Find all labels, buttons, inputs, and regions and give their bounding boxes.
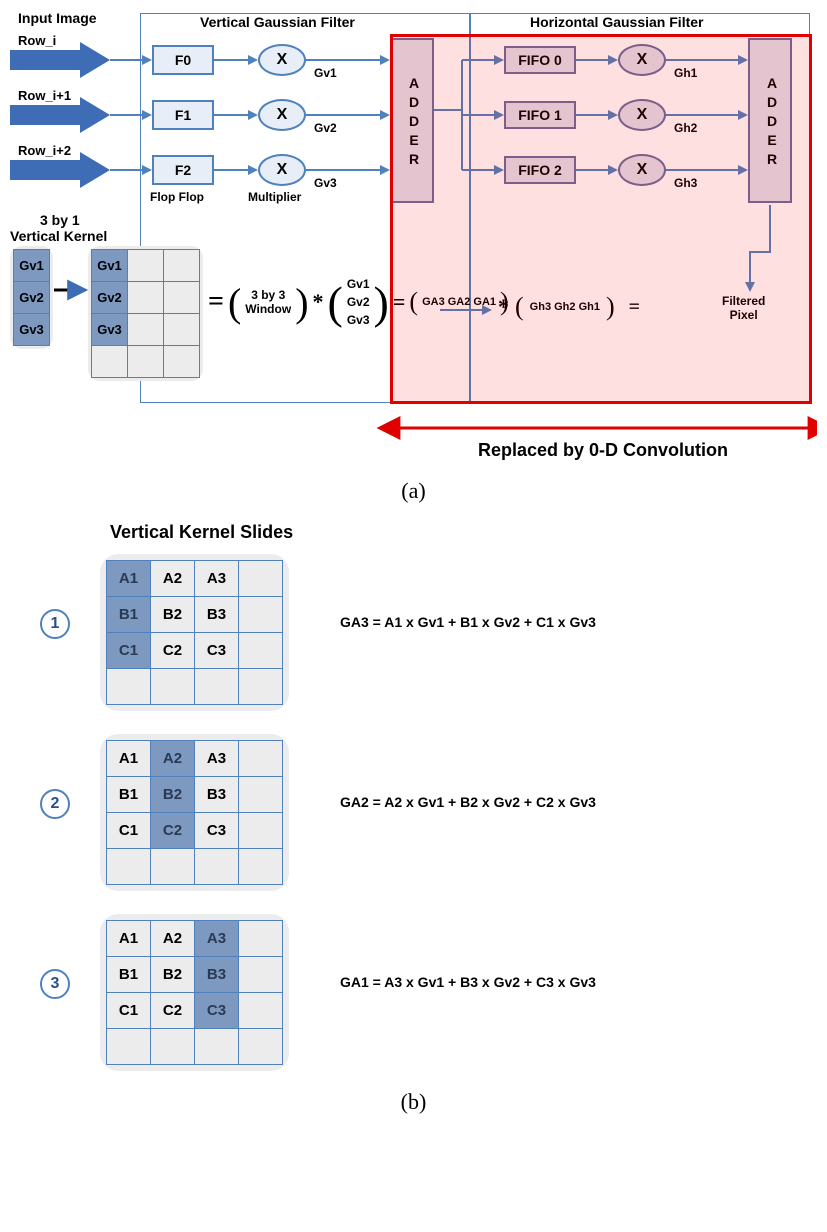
kernel-title-2: Vertical Kernel [10, 228, 107, 244]
gv1-label: Gv1 [314, 66, 337, 80]
input-image-label: Input Image [18, 10, 97, 26]
step-eq-1: GA3 = A1 x Gv1 + B1 x Gv2 + C1 x Gv3 [340, 614, 596, 630]
gv2-label: Gv2 [314, 121, 337, 135]
mult-v1: X [258, 99, 306, 131]
step-3: 3 A1A2A3B1B2B3C1C2C3 GA1 = A3 x Gv1 + B3 x… [10, 909, 817, 1079]
flop-f0: F0 [152, 45, 214, 75]
flop-caption: Flop Flop [150, 190, 204, 204]
kernel-left: Gv1 Gv2 Gv3 [10, 246, 53, 349]
vertical-filter-title: Vertical Gaussian Filter [200, 14, 355, 30]
diagram-a: Input Image Vertical Gaussian Filter Hor… [10, 10, 817, 470]
row-label-0: Row_i [18, 33, 56, 48]
flop-f2: F2 [152, 155, 214, 185]
row-label-1: Row_i+1 [18, 88, 71, 103]
step-2: 2 A1A2A3B1B2B3C1C2C3 GA2 = A2 x Gv1 + B2 x… [10, 729, 817, 899]
mult-v2: X [258, 154, 306, 186]
mult-caption: Multiplier [248, 190, 301, 204]
gv3-label: Gv3 [314, 176, 337, 190]
kernel-title-1: 3 by 1 [40, 212, 80, 228]
row-label-2: Row_i+2 [18, 143, 71, 158]
replaced-label: Replaced by 0-D Convolution [478, 440, 728, 461]
step-eq-2: GA2 = A2 x Gv1 + B2 x Gv2 + C2 x Gv3 [340, 794, 596, 810]
step-1: 1 A1A2A3B1B2B3C1C2C3 GA3 = A1 x Gv1 + B1 x… [10, 549, 817, 719]
step-grid-2: A1A2A3B1B2B3C1C2C3 [100, 734, 289, 891]
step-number-2: 2 [40, 789, 70, 819]
step-grid-3: A1A2A3B1B2B3C1C2C3 [100, 914, 289, 1071]
caption-a: (a) [10, 478, 817, 504]
step-number-3: 3 [40, 969, 70, 999]
kernel-window: Gv1 Gv2 Gv3 [88, 246, 203, 381]
caption-b: (b) [10, 1089, 817, 1115]
diagram-b: Vertical Kernel Slides 1 A1A2A3B1B2B3C1C2… [10, 522, 817, 1079]
vks-title: Vertical Kernel Slides [110, 522, 817, 543]
horizontal-filter-title: Horizontal Gaussian Filter [530, 14, 703, 30]
step-eq-3: GA1 = A3 x Gv1 + B3 x Gv2 + C3 x Gv3 [340, 974, 596, 990]
flop-f1: F1 [152, 100, 214, 130]
mult-v0: X [258, 44, 306, 76]
red-overlay [390, 34, 812, 404]
step-grid-1: A1A2A3B1B2B3C1C2C3 [100, 554, 289, 711]
step-number-1: 1 [40, 609, 70, 639]
